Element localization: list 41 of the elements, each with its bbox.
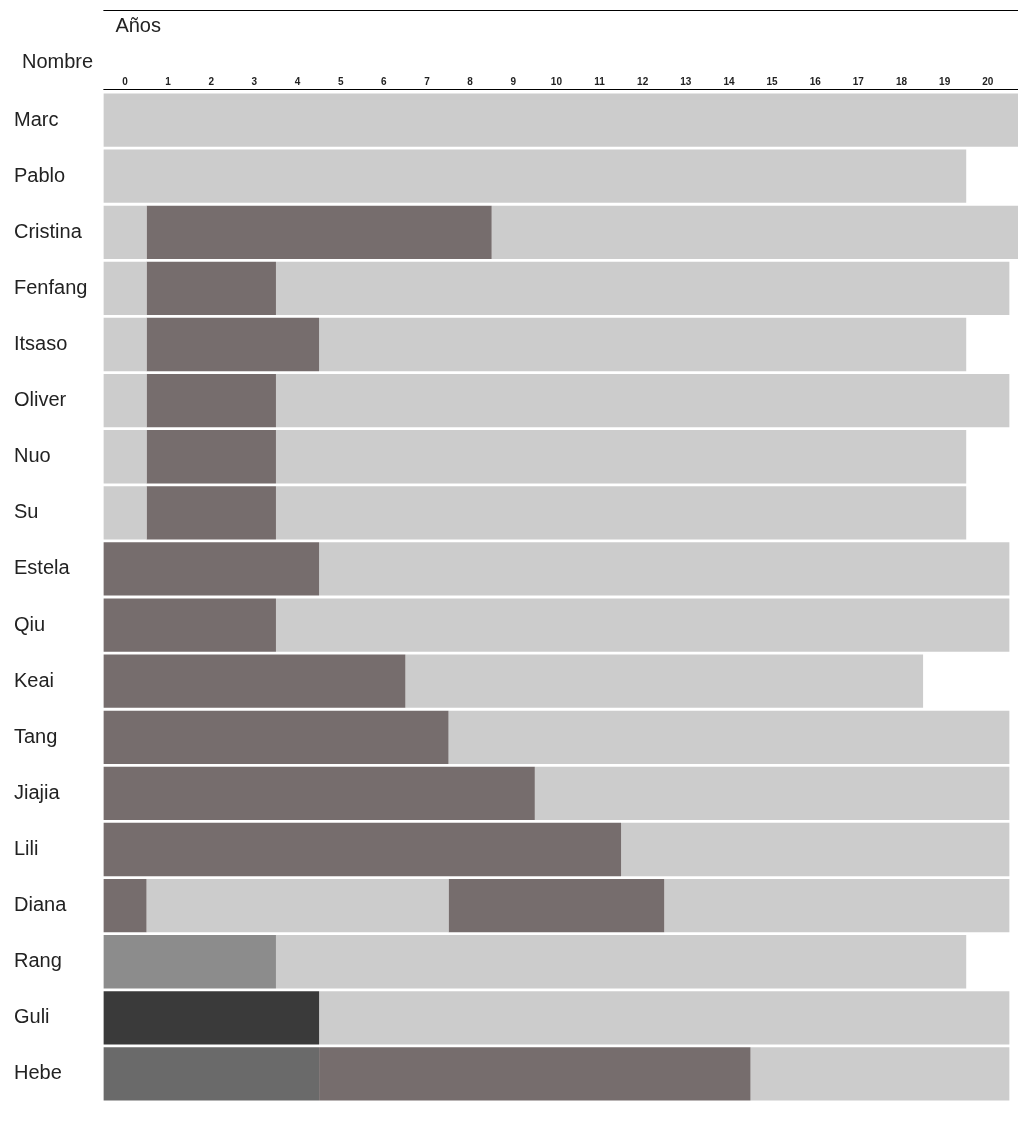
x-tick-label: 1 — [165, 75, 172, 87]
y-tick-label: Tang — [14, 724, 58, 747]
x-tick-label: 3 — [251, 75, 258, 87]
x-tick-label: 15 — [766, 75, 779, 87]
y-tick-label: Su — [14, 500, 39, 523]
y-tick-label: Itsaso — [14, 332, 68, 355]
x-tick-label: 12 — [637, 75, 649, 87]
x-tick-label: 5 — [337, 75, 344, 87]
y-tick-label: Cristina — [14, 219, 83, 242]
y-tick-label: Nuo — [14, 444, 51, 467]
x-tick-label: 8 — [467, 75, 474, 87]
x-tick-label: 18 — [895, 75, 908, 87]
y-tick-label: Estela — [14, 556, 71, 579]
y-tick-label: Guli — [14, 1005, 50, 1028]
x-tick-label: 10 — [550, 75, 563, 87]
y-tick-label: Pablo — [14, 163, 66, 186]
x-tick-label: 20 — [982, 75, 994, 87]
x-tick-label: 4 — [294, 75, 301, 87]
y-axis-title: Nombre — [22, 49, 94, 72]
x-tick-label: 0 — [122, 75, 129, 87]
y-tick-label: Keai — [14, 668, 55, 691]
x-tick-label: 7 — [424, 75, 431, 87]
x-tick-label: 17 — [852, 75, 865, 87]
y-tick-label: Diana — [14, 893, 68, 916]
y-tick-label: Qiu — [14, 612, 46, 635]
y-tick-label: Fenfang — [14, 275, 88, 298]
y-tick-label: Jiajia — [14, 780, 61, 803]
x-tick-label: 16 — [809, 75, 822, 87]
x-tick-label: 2 — [208, 75, 215, 87]
y-tick-label: Lili — [14, 837, 39, 860]
x-tick-label: 9 — [510, 75, 517, 87]
x-axis-title: Años — [115, 13, 161, 36]
y-tick-label: Hebe — [14, 1061, 62, 1084]
x-tick-label: 11 — [594, 75, 606, 87]
x-tick-label: 6 — [381, 75, 388, 87]
y-tick-label: Rang — [14, 949, 62, 972]
x-tick-label: 19 — [939, 75, 951, 87]
x-tick-label: 14 — [723, 75, 735, 87]
y-tick-label: Oliver — [14, 388, 67, 411]
y-tick-label: Marc — [14, 107, 59, 130]
x-tick-label: 13 — [680, 75, 692, 87]
